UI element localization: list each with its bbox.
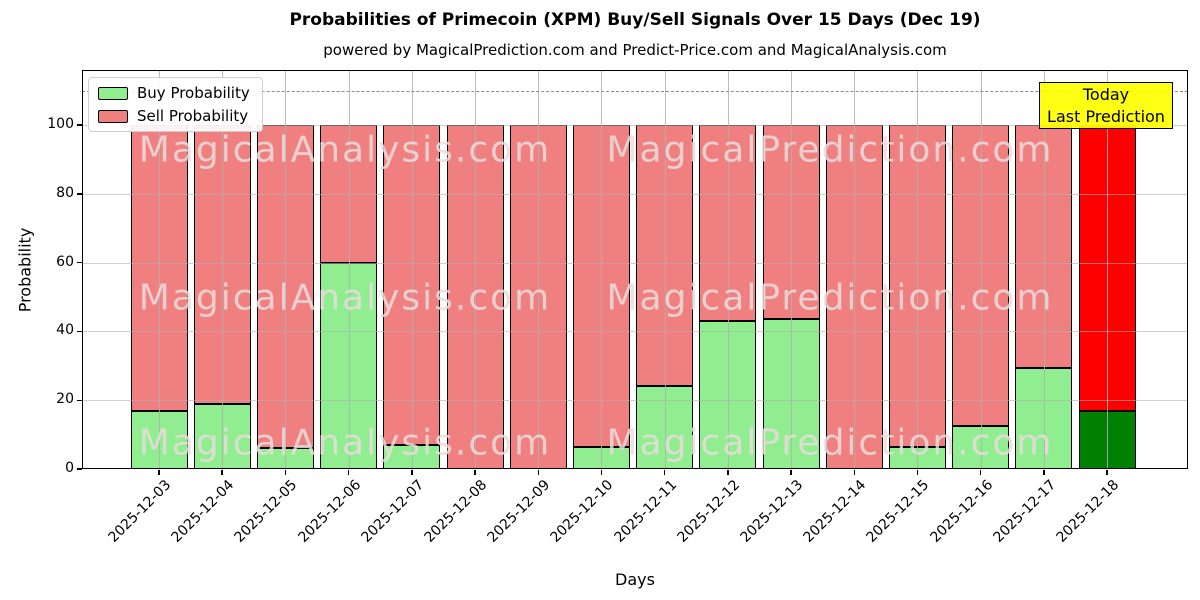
x-tick-label: 2025-12-14	[800, 477, 870, 546]
y-tick-label: 60	[56, 253, 74, 270]
legend-entry-sell: Sell Probability	[98, 107, 250, 125]
x-gridline	[348, 70, 350, 469]
x-tick	[727, 470, 729, 475]
x-tick	[411, 470, 413, 475]
x-gridline	[601, 70, 603, 469]
x-gridline	[538, 70, 540, 469]
x-tick	[1106, 470, 1108, 475]
x-tick	[158, 470, 160, 475]
x-gridline	[1043, 70, 1045, 469]
x-tick	[853, 470, 855, 475]
y-tick	[77, 468, 82, 470]
x-gridline	[411, 70, 413, 469]
today-annotation-box: Today Last Prediction	[1039, 82, 1173, 129]
y-tick-label: 40	[56, 322, 74, 339]
x-tick	[474, 470, 476, 475]
legend-label-sell: Sell Probability	[137, 107, 249, 125]
plot-area: Buy Probability Sell Probability Today L…	[82, 70, 1188, 469]
watermark-text: MagicalAnalysis.com	[138, 129, 552, 171]
x-tick-label: 2025-12-15	[863, 477, 933, 546]
x-gridline	[1107, 70, 1108, 469]
x-gridline	[791, 70, 792, 469]
x-tick	[600, 470, 603, 475]
x-tick-label: 2025-12-08	[421, 477, 491, 546]
x-gridline	[222, 70, 224, 469]
y-gridline	[82, 262, 1188, 264]
x-tick	[790, 470, 792, 475]
y-gridline	[82, 193, 1188, 195]
x-tick-label: 2025-12-04	[168, 477, 238, 546]
legend-swatch-sell	[98, 109, 128, 123]
x-gridline	[159, 70, 160, 469]
x-tick-label: 2025-12-12	[674, 477, 744, 546]
watermark-text: MagicalAnalysis.com	[138, 277, 552, 319]
x-tick-label: 2025-12-11	[611, 477, 680, 546]
x-tick-label: 2025-12-06	[295, 477, 364, 546]
x-tick	[537, 470, 539, 475]
x-tick-label: 2025-12-07	[358, 477, 428, 546]
y-gridline	[82, 125, 1188, 126]
x-tick	[284, 470, 287, 475]
watermark-text: MagicalPrediction.com	[606, 422, 1054, 464]
legend-label-buy: Buy Probability	[137, 84, 250, 102]
y-tick-label: 100	[47, 116, 74, 132]
x-gridline	[727, 70, 729, 469]
watermark-text: MagicalPrediction.com	[606, 277, 1054, 319]
chart-subtitle: powered by MagicalPrediction.com and Pre…	[323, 41, 947, 59]
watermark-text: MagicalAnalysis.com	[138, 422, 552, 464]
x-tick-label: 2025-12-03	[105, 477, 175, 546]
y-gridline	[82, 400, 1188, 402]
x-tick-label: 2025-12-18	[1053, 477, 1123, 546]
y-tick-label: 80	[56, 184, 74, 201]
x-axis-label: Days	[615, 570, 655, 589]
x-tick-label: 2025-12-09	[484, 477, 554, 546]
x-tick-label: 2025-12-10	[547, 477, 617, 546]
x-gridline	[475, 70, 476, 469]
x-gridline	[285, 70, 287, 469]
y-tick	[77, 261, 82, 264]
x-tick	[347, 470, 350, 475]
x-tick-label: 2025-12-17	[990, 477, 1060, 546]
today-annotation-line1: Today	[1082, 84, 1130, 104]
threshold-dashed-line	[82, 90, 1188, 92]
legend-swatch-buy	[98, 86, 128, 100]
legend-entry-buy: Buy Probability	[98, 84, 250, 102]
x-tick-label: 2025-12-05	[231, 477, 301, 546]
x-tick-label: 2025-12-13	[737, 477, 807, 546]
x-gridline	[980, 70, 982, 469]
x-tick	[916, 470, 919, 475]
y-tick-label: 0	[65, 460, 74, 476]
y-tick	[77, 330, 82, 333]
chart-title: Probabilities of Primecoin (XPM) Buy/Sel…	[289, 10, 981, 30]
today-annotation-line2: Last Prediction	[1047, 106, 1165, 126]
x-gridline	[664, 70, 666, 469]
x-tick	[1043, 470, 1045, 475]
x-tick-label: 2025-12-16	[927, 477, 996, 546]
y-tick-label: 20	[56, 391, 74, 408]
x-gridline	[854, 70, 856, 469]
x-tick	[221, 470, 223, 475]
legend: Buy Probability Sell Probability	[88, 77, 263, 132]
y-gridline	[82, 331, 1188, 333]
watermark-text: MagicalPrediction.com	[606, 129, 1054, 171]
x-tick	[979, 470, 982, 475]
y-axis-label: Probability	[15, 227, 35, 313]
x-gridline	[917, 70, 919, 469]
y-tick	[77, 124, 82, 126]
y-tick	[77, 399, 82, 401]
y-tick	[77, 193, 82, 195]
x-tick	[663, 470, 666, 475]
